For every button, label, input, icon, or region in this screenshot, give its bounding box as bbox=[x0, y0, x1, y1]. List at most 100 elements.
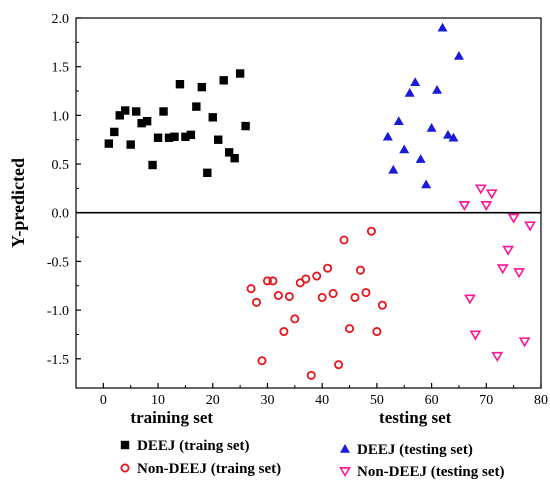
data-point bbox=[235, 69, 245, 78]
legend-label: DEEJ (traing set) bbox=[137, 438, 250, 454]
data-point bbox=[448, 132, 459, 142]
data-point bbox=[507, 213, 520, 224]
y-tick-label: -0.5 bbox=[47, 255, 69, 270]
data-point bbox=[262, 276, 272, 286]
legend-marker-filled-triangle bbox=[340, 444, 350, 453]
data-point bbox=[474, 184, 487, 195]
data-point bbox=[131, 107, 141, 116]
x-tick-label: 70 bbox=[479, 393, 493, 408]
data-point bbox=[323, 263, 333, 273]
x-tick-label: 80 bbox=[534, 393, 548, 408]
training-set-label: training set bbox=[130, 408, 213, 427]
legend-label: Non-DEEJ (testing set) bbox=[357, 464, 505, 480]
data-point bbox=[453, 50, 464, 60]
data-point bbox=[197, 82, 207, 92]
plot-frame bbox=[75, 17, 542, 389]
data-point bbox=[328, 289, 338, 299]
data-point bbox=[463, 294, 476, 305]
y-tick-label: -1.5 bbox=[47, 353, 69, 368]
data-point bbox=[312, 271, 322, 281]
data-point bbox=[399, 144, 410, 154]
legend-item-deej-testing: DEEJ (testing set) bbox=[340, 442, 473, 458]
data-point bbox=[469, 330, 482, 341]
x-tick-label: 50 bbox=[370, 393, 384, 408]
data-point bbox=[159, 107, 168, 116]
x-tick-label: 0 bbox=[100, 393, 107, 408]
data-point bbox=[393, 116, 404, 125]
plot-area: 0 10 20 30 40 50 60 70 80 -1.5 -1.0 -0.5 0.0 0.5 1.0 1… bbox=[47, 12, 548, 408]
data-point bbox=[382, 131, 393, 141]
data-point bbox=[181, 132, 190, 141]
data-point bbox=[345, 324, 355, 334]
data-point bbox=[142, 117, 152, 126]
data-point bbox=[437, 22, 448, 32]
data-point bbox=[268, 276, 278, 286]
data-point bbox=[355, 265, 365, 275]
data-point bbox=[208, 113, 217, 122]
data-point bbox=[170, 132, 179, 141]
legend-item-non-deej-training: Non-DEEJ (traing set) bbox=[120, 461, 281, 477]
data-point bbox=[377, 300, 387, 310]
legend-item-deej-training: DEEJ (traing set) bbox=[120, 438, 250, 454]
data-point bbox=[148, 160, 157, 170]
data-point bbox=[186, 130, 196, 140]
data-point bbox=[421, 179, 432, 189]
data-point bbox=[334, 360, 344, 370]
y-tick-label: 1.0 bbox=[52, 109, 70, 124]
y-tick-label: -1.0 bbox=[47, 304, 69, 319]
x-tick-label: 10 bbox=[151, 393, 165, 408]
data-point bbox=[203, 168, 212, 178]
legend-label: DEEJ (testing set) bbox=[357, 442, 473, 458]
y-tick-label: 1.5 bbox=[52, 61, 70, 76]
data-points bbox=[104, 22, 536, 380]
data-point bbox=[252, 297, 262, 307]
x-tick-label: 40 bbox=[315, 393, 329, 408]
data-point bbox=[410, 77, 421, 87]
data-point bbox=[485, 189, 498, 200]
data-point bbox=[279, 327, 289, 337]
data-point bbox=[317, 292, 327, 302]
legend-marker-open-inverted-triangle bbox=[339, 467, 351, 478]
legend-item-non-deej-testing: Non-DEEJ (testing set) bbox=[339, 464, 505, 480]
data-point bbox=[524, 221, 536, 232]
x-tick-label: 60 bbox=[425, 393, 439, 408]
data-point bbox=[192, 102, 201, 111]
data-point bbox=[214, 135, 223, 144]
data-point bbox=[241, 121, 250, 131]
data-point bbox=[126, 140, 135, 149]
data-point bbox=[443, 129, 453, 139]
data-point bbox=[518, 337, 531, 348]
data-point bbox=[502, 245, 515, 256]
data-point bbox=[458, 200, 471, 212]
data-point bbox=[257, 356, 267, 366]
data-point bbox=[115, 111, 124, 120]
data-point bbox=[350, 292, 360, 302]
data-point bbox=[513, 268, 526, 279]
data-point bbox=[224, 148, 234, 157]
testing-set-label: testing set bbox=[379, 408, 452, 427]
data-point bbox=[426, 123, 437, 132]
data-point bbox=[372, 327, 382, 337]
data-point bbox=[273, 290, 283, 300]
data-point bbox=[432, 85, 443, 94]
legend-marker-shape bbox=[340, 444, 350, 453]
data-point bbox=[175, 80, 185, 89]
y-axis-label: Y-predicted bbox=[8, 158, 28, 248]
data-point bbox=[306, 370, 316, 380]
y-tick-label: 0.5 bbox=[52, 158, 70, 173]
data-point bbox=[121, 106, 130, 115]
x-tick-label: 30 bbox=[260, 393, 274, 408]
legend-marker-shape bbox=[120, 440, 130, 450]
data-point bbox=[284, 291, 294, 301]
legend-marker-open-circle bbox=[120, 463, 130, 473]
data-point bbox=[137, 118, 146, 128]
x-axis-ticks: 0 10 20 30 40 50 60 70 80 bbox=[75, 383, 548, 408]
data-point bbox=[496, 264, 509, 275]
legend: DEEJ (traing set) Non-DEEJ (traing set) … bbox=[120, 438, 505, 480]
legend-marker-shape bbox=[339, 467, 351, 478]
data-point bbox=[290, 314, 300, 324]
data-point bbox=[388, 164, 399, 174]
y-axis-ticks: -1.5 -1.0 -0.5 0.0 0.5 1.0 1.5 2.0 bbox=[47, 12, 81, 368]
